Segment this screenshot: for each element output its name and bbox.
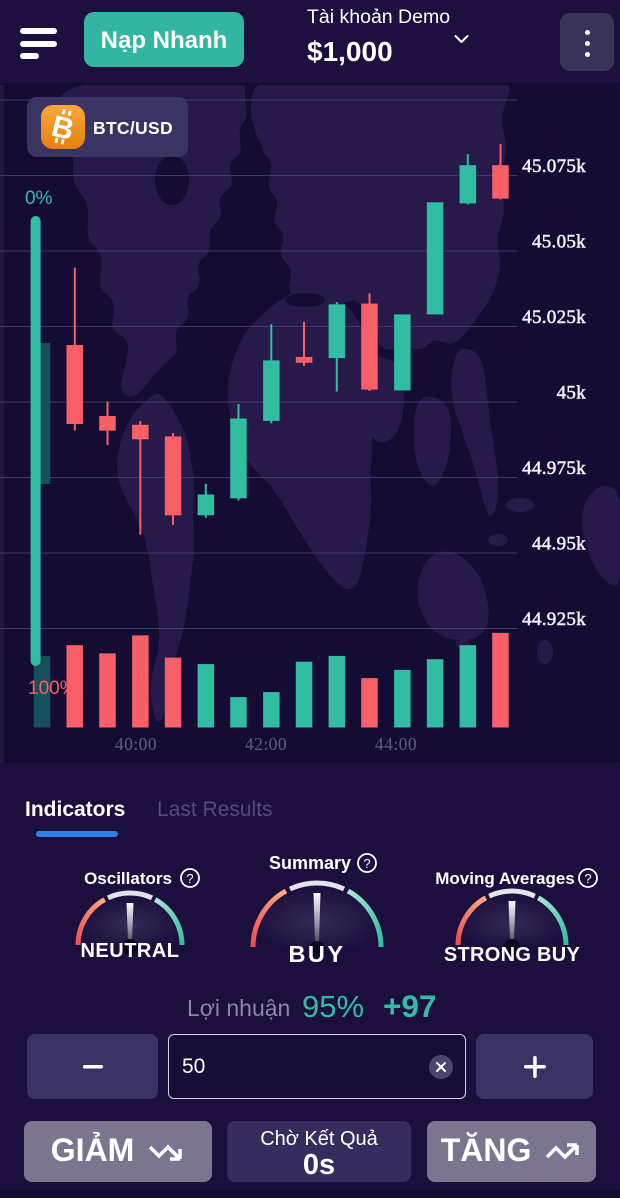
svg-text:Oscillators: Oscillators: [84, 869, 172, 888]
svg-text:44.95k: 44.95k: [532, 534, 586, 555]
svg-text:?: ?: [186, 871, 193, 886]
svg-text:Summary: Summary: [269, 853, 351, 873]
svg-text:45.05k: 45.05k: [532, 232, 586, 253]
svg-text:100%: 100%: [28, 678, 77, 699]
svg-text:STRONG BUY: STRONG BUY: [444, 944, 581, 966]
svg-text:42:00: 42:00: [245, 734, 287, 754]
svg-text:45k: 45k: [557, 383, 587, 404]
svg-text:45.075k: 45.075k: [522, 156, 586, 177]
svg-text:NEUTRAL: NEUTRAL: [80, 940, 179, 962]
svg-text:BUY: BUY: [288, 941, 345, 967]
svg-text:?: ?: [584, 871, 591, 886]
svg-text:45.025k: 45.025k: [522, 307, 586, 328]
svg-text:44.925k: 44.925k: [522, 609, 586, 630]
svg-text:Moving Averages: Moving Averages: [435, 869, 575, 888]
svg-text:40:00: 40:00: [115, 734, 157, 754]
svg-text:?: ?: [363, 856, 370, 871]
svg-text:0%: 0%: [25, 188, 53, 209]
svg-text:44.975k: 44.975k: [522, 458, 586, 479]
svg-text:44:00: 44:00: [375, 734, 417, 754]
